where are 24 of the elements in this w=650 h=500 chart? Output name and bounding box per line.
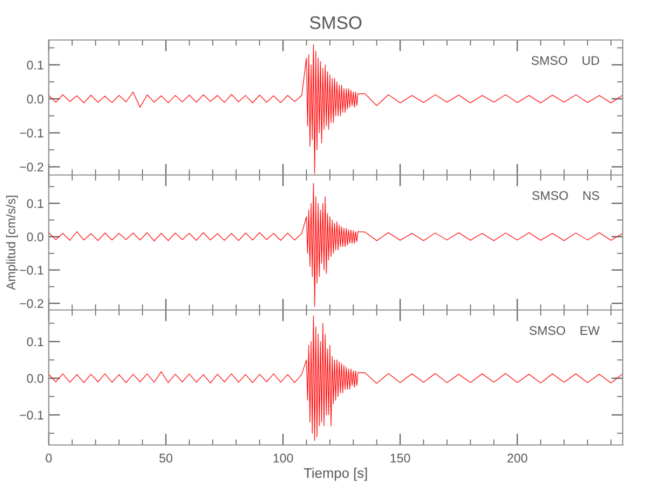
y-axis-title: Amplitud [cm/s/s] (6, 196, 18, 290)
x-axis-title: Tiempo [s] (304, 468, 367, 481)
y-tick-label: −0.2 (20, 162, 44, 172)
x-tick-label: 50 (159, 454, 172, 463)
y-tick-label: −0.1 (20, 128, 44, 138)
y-tick-label: −0.1 (20, 410, 44, 420)
x-tick-label: 100 (274, 454, 293, 463)
line-series (48, 316, 623, 441)
y-tick-label: 0.1 (27, 337, 44, 346)
line-series (48, 182, 623, 308)
y-tick-label: 0.0 (27, 232, 44, 242)
x-tick-label: 200 (507, 454, 528, 463)
y-tick-label: 0.0 (27, 374, 44, 383)
chart-title: SMSO (310, 16, 362, 30)
x-tick-label: 0 (46, 454, 52, 463)
annotation: SMSO NS (532, 191, 600, 200)
annotation: SMSO UD (532, 56, 600, 65)
y-tick-label: 0.1 (27, 199, 44, 208)
y-tick-label: −0.1 (20, 266, 44, 275)
y-tick-label: 0.0 (27, 94, 44, 104)
x-tick-label: 150 (390, 454, 410, 463)
y-tick-label: 0.1 (27, 60, 44, 70)
y-tick-label: −0.2 (20, 299, 44, 308)
annotation: SMSO EW (529, 326, 600, 335)
